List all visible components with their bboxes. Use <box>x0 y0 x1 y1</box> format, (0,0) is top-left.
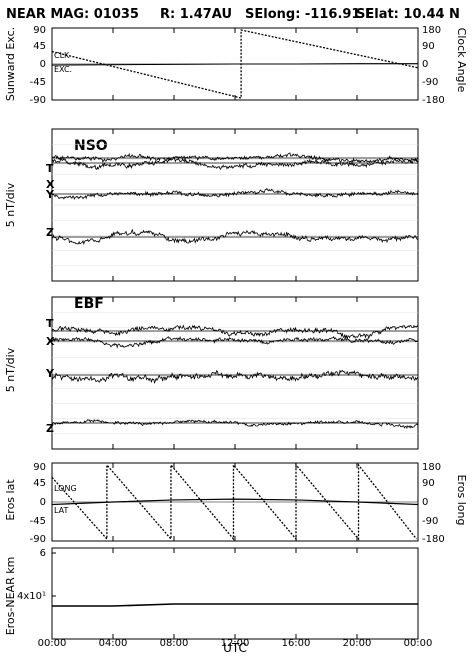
panel-1-plot <box>51 29 419 99</box>
trace-y <box>51 369 419 384</box>
p4-tick-left-90: 90 <box>33 462 46 473</box>
p5-tick-6: 6 <box>40 548 46 559</box>
panel-3-title: EBF <box>74 296 104 312</box>
x-tick-label: 12:00 <box>221 638 250 649</box>
p1-tick-right-m180: -180 <box>422 95 445 106</box>
p4-tick-left-m90: -90 <box>30 534 46 545</box>
panel-5-ylabel: Eros-NEAR km <box>4 557 17 636</box>
trace-y <box>51 187 419 200</box>
header-selong: SElong: -116.91 E <box>245 7 374 22</box>
x-tick-label: 00:00 <box>38 638 67 649</box>
x-axis-ticks: 00:00 04:00 08:00 12:00 16:00 20:00 00:00 <box>38 28 433 649</box>
p4-tick-right-m90: -90 <box>422 516 438 527</box>
p4-tick-left-m45: -45 <box>30 516 46 527</box>
p4-tick-left-0: 0 <box>40 497 46 508</box>
panel-4-ylabel-left: Eros lat <box>4 479 17 521</box>
x-tick-label: 04:00 <box>99 638 128 649</box>
x-tick-label: 08:00 <box>160 638 189 649</box>
header-distance: R: 1.47AU <box>160 7 232 22</box>
p1-exc-line <box>51 63 418 66</box>
panel-3-ylabel: 5 nT/div <box>4 347 17 392</box>
panel-2-plot <box>51 143 419 267</box>
p3-label-z: Z <box>46 422 54 435</box>
x-tick-label: 00:00 <box>404 638 433 649</box>
p4-tick-right-180: 180 <box>422 462 441 473</box>
header-mission: NEAR MAG: 01035 <box>6 7 139 22</box>
p1-series-label-exc: EXC. <box>54 65 72 74</box>
p3-label-y: Y <box>45 367 55 380</box>
p2-label-z: Z <box>46 226 54 239</box>
p5-range-line <box>52 603 418 607</box>
x-axis-label: UTC <box>223 641 247 655</box>
p1-tick-left-m45: -45 <box>30 77 46 88</box>
trace-z <box>51 418 419 430</box>
panel-4-plot <box>51 463 419 541</box>
trace-x <box>51 336 419 349</box>
p1-tick-right-90: 90 <box>422 41 435 52</box>
p4-tick-left-45: 45 <box>33 478 46 489</box>
p3-label-x: X <box>46 335 55 348</box>
p4-tick-right-m180: -180 <box>422 534 445 545</box>
panel-1-ylabel-right: Clock Angle <box>455 28 468 93</box>
header-selat: SElat: 10.44 N <box>356 7 460 22</box>
panel-4-ylabel-right: Eros long <box>455 475 468 526</box>
p2-label-x: X <box>46 178 55 191</box>
p1-tick-left-90: 90 <box>33 25 46 36</box>
p4-tick-right-0: 0 <box>422 497 428 508</box>
x-tick-label: 16:00 <box>282 638 311 649</box>
x-tick-label: 20:00 <box>343 638 372 649</box>
panel-2-title: NSO <box>74 138 108 154</box>
p4-tick-right-90: 90 <box>422 478 435 489</box>
p4-series-label-lat: LAT <box>54 506 68 515</box>
trace-t <box>51 324 419 340</box>
panel-5-plot <box>52 552 418 607</box>
p4-lat-line <box>51 498 419 506</box>
p3-label-t: T <box>46 317 54 330</box>
trace-z <box>51 228 419 245</box>
panel-5-frame <box>51 547 419 640</box>
p2-label-t: T <box>46 162 54 175</box>
p4-series-label-long: LONG <box>54 484 77 493</box>
panel-1-ylabel-left: Sunward Exc. <box>4 27 17 101</box>
p1-tick-left-m90: -90 <box>30 95 46 106</box>
p5-tick-4x10: 4x10¹ <box>17 591 46 602</box>
p2-label-y: Y <box>45 188 55 201</box>
p1-tick-left-0: 0 <box>40 59 46 70</box>
trace-x <box>51 152 419 164</box>
p4-long-line <box>51 463 417 541</box>
panel-2-ylabel: 5 nT/div <box>4 182 17 227</box>
p1-tick-right-0: 0 <box>422 59 428 70</box>
p1-series-label-clk: CLK <box>54 51 70 60</box>
p1-tick-left-45: 45 <box>33 41 46 52</box>
p1-tick-right-180: 180 <box>422 25 441 36</box>
p1-tick-right-m90: -90 <box>422 77 438 88</box>
panel-3-plot <box>51 311 419 435</box>
trace-t <box>51 156 419 171</box>
